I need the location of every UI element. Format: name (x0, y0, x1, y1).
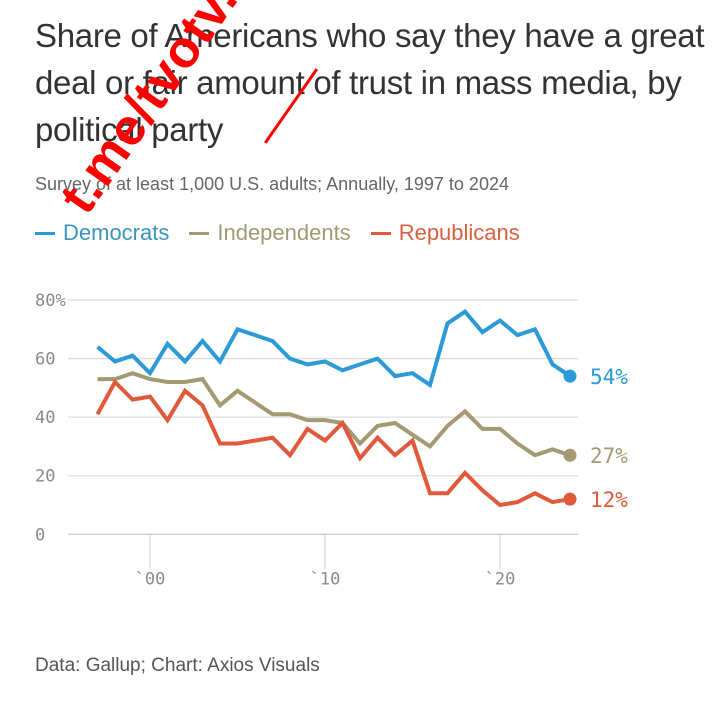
chart-source-footer: Data: Gallup; Chart: Axios Visuals (35, 655, 320, 676)
y-axis: 0 20 40 60 80% (35, 291, 66, 545)
series-line-independents (97, 371, 571, 458)
end-label-republicans: 12% (590, 488, 628, 512)
legend-label-democrats: Democrats (63, 220, 170, 245)
legend-swatch-democrats (35, 231, 55, 235)
legend-swatch-independents (189, 231, 210, 235)
end-dot-democrats (563, 369, 577, 383)
y-tick-label-60: 60 (35, 350, 55, 370)
end-dot-republicans (563, 492, 577, 506)
legend: Democrats Independents Republicans (35, 220, 520, 246)
series-line-republicans (95, 378, 571, 508)
end-label-independents: 27% (590, 444, 628, 468)
legend-item-independents: Independents (189, 220, 351, 246)
legend-label-republicans: Republicans (398, 220, 520, 245)
end-dot-independents (563, 448, 577, 462)
end-label-democrats: 54% (590, 365, 628, 389)
y-tick-label-40: 40 (35, 408, 55, 428)
legend-swatch-republicans (370, 231, 391, 235)
chart-subtitle: Survey of at least 1,000 U.S. adults; An… (35, 174, 509, 194)
legend-label-independents: Independents (217, 220, 351, 245)
series-lines (95, 309, 577, 508)
legend-item-republicans: Republicans (370, 220, 520, 246)
y-tick-label-20: 20 (35, 467, 55, 487)
chart-title: Share of Americans who say they have a g… (35, 17, 705, 148)
y-tick-label-80: 80% (35, 291, 66, 311)
legend-item-democrats: Democrats (35, 220, 169, 246)
x-tick-label-2020: `20 (485, 569, 516, 589)
series-line-democrats (96, 309, 572, 389)
x-tick-label-2010: `10 (310, 569, 341, 589)
x-tick-label-2000: `00 (135, 569, 166, 589)
y-tick-label-0: 0 (35, 525, 45, 545)
x-axis: `00 `10 `20 (135, 534, 516, 589)
end-labels: 54% 27% 12% (590, 365, 628, 512)
gridlines (68, 299, 578, 535)
